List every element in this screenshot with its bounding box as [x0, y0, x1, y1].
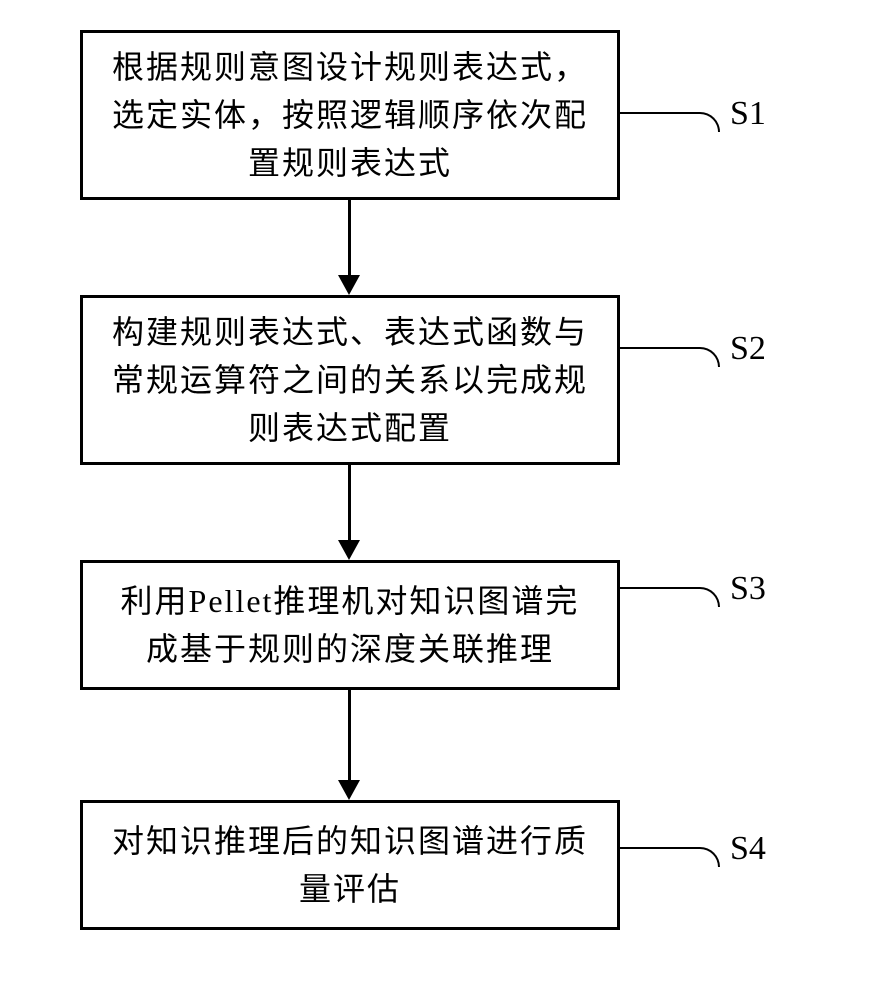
- step-text-s4: 对知识推理后的知识图谱进行质 量评估: [112, 817, 588, 913]
- connector-s4: [620, 847, 720, 867]
- step-label-s1: S1: [730, 95, 766, 133]
- connector-s3: [620, 587, 720, 607]
- step-text-s1: 根据规则意图设计规则表达式， 选定实体，按照逻辑顺序依次配 置规则表达式: [112, 43, 588, 187]
- step-s2-line2: 常规运算符之间的关系以完成规: [112, 362, 588, 398]
- arrow-head-2: [338, 540, 360, 560]
- step-s2-line1: 构建规则表达式、表达式函数与: [112, 314, 588, 350]
- step-box-s1: 根据规则意图设计规则表达式， 选定实体，按照逻辑顺序依次配 置规则表达式: [80, 30, 620, 200]
- step-s1-line3: 置规则表达式: [248, 145, 452, 181]
- step-s3-line1: 利用Pellet推理机对知识图谱完: [121, 583, 580, 619]
- step-box-s2: 构建规则表达式、表达式函数与 常规运算符之间的关系以完成规 则表达式配置: [80, 295, 620, 465]
- step-box-s4: 对知识推理后的知识图谱进行质 量评估: [80, 800, 620, 930]
- step-s4-line2: 量评估: [299, 871, 401, 907]
- step-text-s2: 构建规则表达式、表达式函数与 常规运算符之间的关系以完成规 则表达式配置: [112, 308, 588, 452]
- step-s1-line2: 选定实体，按照逻辑顺序依次配: [112, 97, 588, 133]
- arrow-head-1: [338, 275, 360, 295]
- arrow-head-3: [338, 780, 360, 800]
- connector-s2: [620, 347, 720, 367]
- step-label-s3: S3: [730, 570, 766, 608]
- step-label-s4: S4: [730, 830, 766, 868]
- step-s1-line1: 根据规则意图设计规则表达式，: [112, 49, 588, 85]
- step-label-s2: S2: [730, 330, 766, 368]
- arrow-line-3: [348, 690, 351, 780]
- step-s4-line1: 对知识推理后的知识图谱进行质: [112, 823, 588, 859]
- step-s3-line2: 成基于规则的深度关联推理: [146, 631, 554, 667]
- step-s2-line3: 则表达式配置: [248, 410, 452, 446]
- step-text-s3: 利用Pellet推理机对知识图谱完 成基于规则的深度关联推理: [121, 577, 580, 673]
- step-box-s3: 利用Pellet推理机对知识图谱完 成基于规则的深度关联推理: [80, 560, 620, 690]
- arrow-line-2: [348, 465, 351, 540]
- arrow-line-1: [348, 200, 351, 275]
- connector-s1: [620, 112, 720, 132]
